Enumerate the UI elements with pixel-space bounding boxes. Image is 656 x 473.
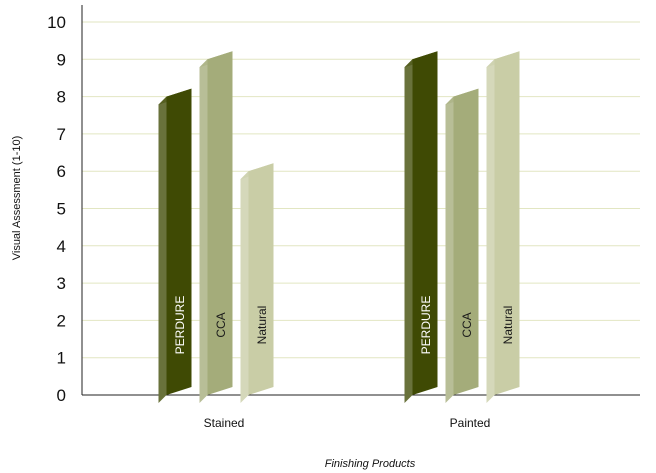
y-tick-label: 1 (57, 349, 66, 368)
bar-series-label: PERDURE (173, 296, 187, 355)
y-tick-label: 5 (57, 200, 66, 219)
bar-side (240, 171, 249, 403)
bar (207, 51, 233, 396)
y-tick-label: 8 (57, 88, 66, 107)
bar-side (445, 96, 454, 403)
x-axis-label: Finishing Products (325, 458, 416, 470)
bar (248, 163, 274, 395)
bar-series-label: CCA (460, 312, 474, 337)
bars: PERDURE CCA Natural PERDURE CCA Natural (158, 51, 520, 404)
bar-series-label: Natural (501, 306, 515, 345)
category-label: Painted (450, 416, 491, 430)
y-tick-labels: 0 1 2 3 4 5 6 7 8 9 10 (47, 13, 66, 405)
bar-side (404, 59, 413, 404)
bar (453, 88, 479, 395)
bar-series-label: PERDURE (419, 296, 433, 355)
bar-side (158, 96, 167, 403)
y-tick-label: 3 (57, 274, 66, 293)
y-tick-label: 10 (47, 13, 66, 32)
y-axis-label: Visual Assessment (1-10) (11, 136, 23, 261)
category-label: Stained (204, 416, 245, 430)
bar (494, 51, 520, 396)
category-labels: Stained Painted (204, 416, 491, 430)
bar (412, 51, 438, 396)
y-tick-label: 0 (57, 386, 66, 405)
y-tick-label: 9 (57, 50, 66, 69)
bar-side (486, 59, 495, 404)
y-tick-label: 2 (57, 311, 66, 330)
y-tick-label: 4 (57, 237, 66, 256)
bar-side (199, 59, 208, 404)
bar-series-label: Natural (255, 306, 269, 345)
bar (166, 88, 192, 395)
y-tick-label: 7 (57, 125, 66, 144)
y-tick-label: 6 (57, 162, 66, 181)
bar-series-label: CCA (214, 312, 228, 337)
